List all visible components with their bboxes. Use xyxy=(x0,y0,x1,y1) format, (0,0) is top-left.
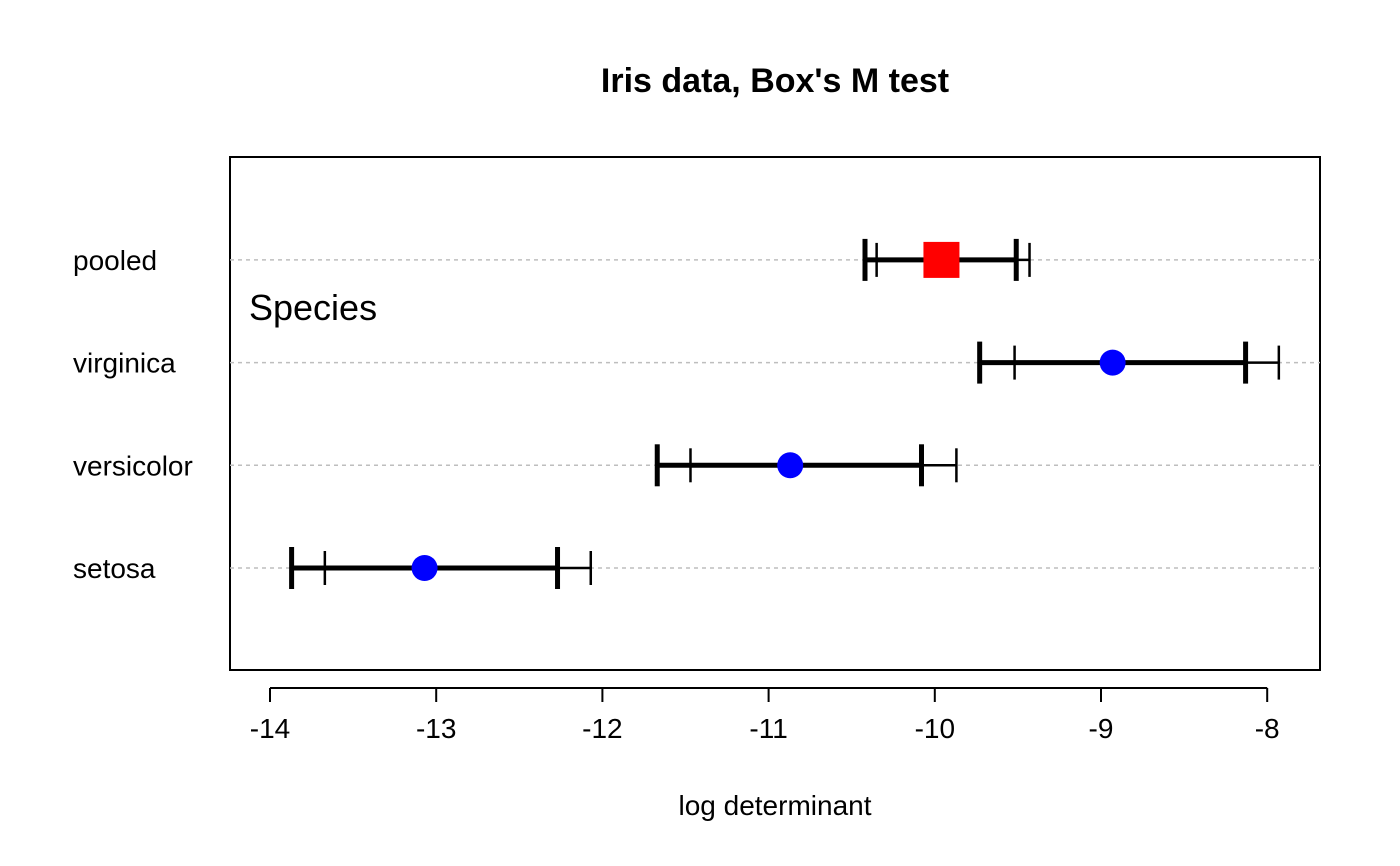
data-marks xyxy=(289,238,1281,589)
category-label-pooled: pooled xyxy=(73,245,157,276)
point-virginica xyxy=(1099,349,1126,376)
category-label-virginica: virginica xyxy=(73,348,176,379)
x-tick-label: -13 xyxy=(416,713,456,744)
x-tick-label: -8 xyxy=(1255,713,1280,744)
chart-title: Iris data, Box's M test xyxy=(601,62,949,100)
point-versicolor xyxy=(777,452,804,479)
point-pooled xyxy=(923,241,960,278)
x-tick-label: -10 xyxy=(915,713,955,744)
point-setosa xyxy=(411,555,438,581)
plot-frame xyxy=(229,156,1321,671)
y-category-labels: setosa versicolor virginica pooled xyxy=(73,245,193,584)
x-tick-label: -12 xyxy=(582,713,622,744)
grid-lines xyxy=(230,259,1320,569)
x-tick-label: -9 xyxy=(1089,713,1114,744)
legend-annotation: Species xyxy=(249,287,377,328)
category-label-versicolor: versicolor xyxy=(73,450,193,481)
x-axis: -14 -13 -12 -11 -10 -9 -8 xyxy=(250,687,1280,744)
x-axis-label: log determinant xyxy=(678,790,871,821)
x-tick-label: -11 xyxy=(749,713,787,744)
category-label-setosa: setosa xyxy=(73,553,156,584)
x-tick-label: -14 xyxy=(250,713,290,744)
